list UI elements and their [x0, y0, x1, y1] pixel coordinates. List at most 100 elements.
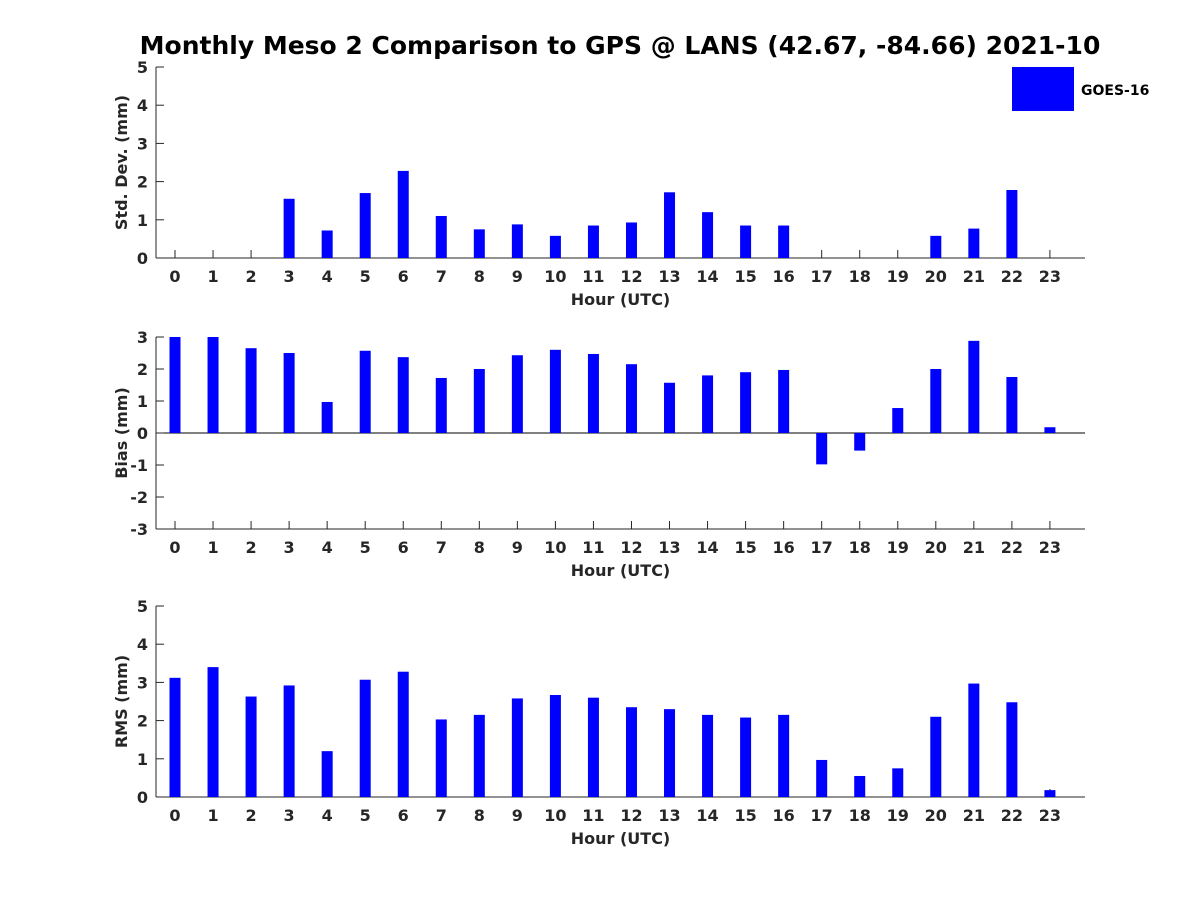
x-tick-label: 2 [246, 538, 257, 557]
x-tick-label: 20 [925, 538, 947, 557]
x-tick-label: 4 [322, 267, 333, 286]
y-tick-label: 4 [137, 96, 148, 115]
bar [169, 677, 181, 797]
bar [740, 225, 752, 258]
bar [740, 372, 752, 433]
x-tick-label: 10 [544, 267, 566, 286]
bar [283, 198, 295, 258]
bar [702, 375, 714, 433]
bar [207, 667, 219, 797]
y-tick-label: 2 [137, 712, 148, 731]
x-tick-label: 3 [284, 267, 295, 286]
y-tick-label: -2 [130, 488, 148, 507]
x-tick-label: 0 [169, 267, 180, 286]
bar [283, 685, 295, 797]
bar [892, 768, 904, 797]
bar [778, 369, 790, 433]
x-tick-label: 11 [582, 538, 604, 557]
x-axis-label: Hour (UTC) [571, 561, 671, 580]
bar [169, 337, 181, 433]
x-tick-label: 5 [360, 806, 371, 825]
y-axis-label: RMS (mm) [112, 655, 131, 748]
bar [435, 377, 447, 433]
x-tick-label: 14 [696, 538, 718, 557]
x-tick-label: 20 [925, 806, 947, 825]
x-tick-label: 6 [398, 267, 409, 286]
x-tick-label: 22 [1001, 806, 1023, 825]
x-tick-label: 9 [512, 806, 523, 825]
bar [778, 714, 790, 797]
x-tick-label: 13 [658, 538, 680, 557]
bar [1044, 790, 1056, 797]
bar [968, 228, 980, 258]
bar [854, 433, 866, 451]
x-tick-label: 15 [734, 806, 756, 825]
bar [511, 224, 523, 258]
bar [625, 364, 637, 433]
x-tick-label: 20 [925, 267, 947, 286]
bar [511, 355, 523, 433]
x-tick-label: 16 [773, 538, 795, 557]
bar [1006, 702, 1018, 797]
x-tick-label: 18 [849, 538, 871, 557]
x-tick-label: 13 [658, 267, 680, 286]
bar [664, 382, 676, 433]
bar [740, 717, 752, 797]
bar [473, 714, 485, 797]
x-tick-label: 19 [887, 538, 909, 557]
legend-swatch [1012, 67, 1074, 111]
x-tick-label: 14 [696, 267, 718, 286]
x-tick-label: 12 [620, 538, 642, 557]
x-tick-label: 6 [398, 538, 409, 557]
bar [435, 719, 447, 797]
y-tick-label: 1 [137, 750, 148, 769]
x-tick-label: 2 [246, 806, 257, 825]
bar [930, 235, 942, 258]
bar [245, 348, 257, 433]
x-tick-label: 6 [398, 806, 409, 825]
x-tick-label: 1 [207, 806, 218, 825]
x-tick-label: 7 [436, 806, 447, 825]
bar [930, 369, 942, 433]
x-tick-label: 12 [620, 806, 642, 825]
y-tick-label: 3 [137, 134, 148, 153]
y-tick-label: -1 [130, 456, 148, 475]
bar [587, 697, 599, 797]
bar [359, 193, 371, 258]
bar [702, 714, 714, 797]
x-tick-label: 3 [284, 806, 295, 825]
bar [587, 225, 599, 258]
y-tick-label: 3 [137, 328, 148, 347]
bar [702, 212, 714, 258]
bar [397, 671, 409, 797]
bar [1006, 190, 1018, 258]
y-tick-label: 3 [137, 673, 148, 692]
bar [816, 759, 828, 797]
x-tick-label: 17 [811, 538, 833, 557]
x-tick-label: 17 [811, 806, 833, 825]
x-tick-label: 1 [207, 267, 218, 286]
bar [664, 709, 676, 797]
x-tick-label: 3 [284, 538, 295, 557]
x-tick-label: 16 [773, 267, 795, 286]
x-tick-label: 4 [322, 806, 333, 825]
x-tick-label: 13 [658, 806, 680, 825]
bar [549, 695, 561, 797]
x-tick-label: 0 [169, 538, 180, 557]
x-tick-label: 21 [963, 267, 985, 286]
x-tick-label: 8 [474, 267, 485, 286]
bar [473, 229, 485, 258]
x-tick-label: 21 [963, 538, 985, 557]
bar [511, 698, 523, 797]
bar [968, 340, 980, 433]
y-axis-label: Std. Dev. (mm) [112, 95, 131, 230]
x-tick-label: 0 [169, 806, 180, 825]
x-tick-label: 12 [620, 267, 642, 286]
x-tick-label: 22 [1001, 267, 1023, 286]
bar [625, 707, 637, 797]
bar [435, 215, 447, 258]
x-tick-label: 8 [474, 538, 485, 557]
